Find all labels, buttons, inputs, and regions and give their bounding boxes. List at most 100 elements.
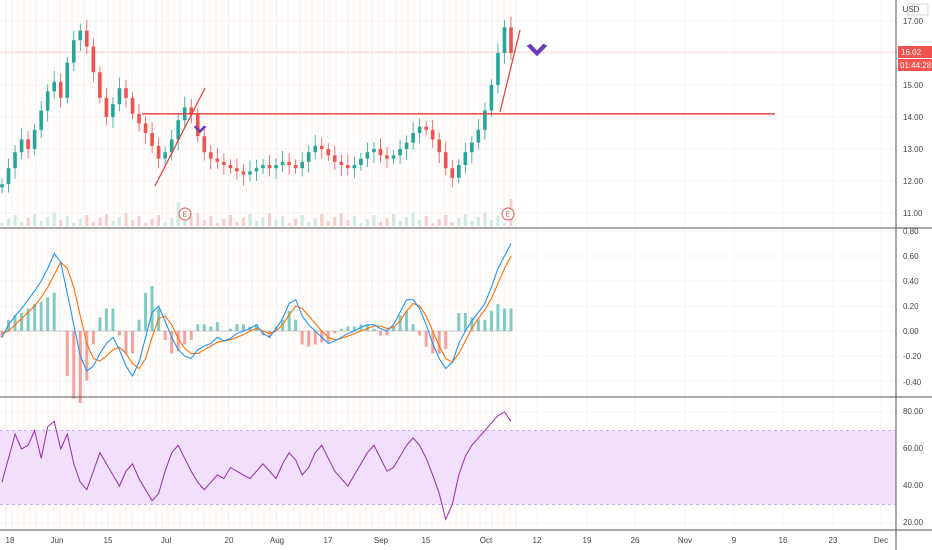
volume-bar [268,213,272,226]
macd-histogram-bar [137,319,141,331]
time-tick: 12 [533,536,542,545]
volume-bar [235,222,239,226]
macd-histogram-bar [372,328,376,331]
volume-bar [320,214,324,226]
candle-body [437,139,442,153]
volume-bar [339,213,343,226]
candle-body [365,152,370,159]
candle-body [176,120,180,140]
rsi-tick: 40.00 [903,481,924,490]
macd-histogram-bar [196,324,200,331]
price-tick: 14.00 [903,113,924,122]
macd-histogram-bar [20,313,24,331]
macd-histogram-bar [444,331,448,349]
rsi-tick: 20.00 [903,518,924,527]
macd-histogram-bar [392,326,396,331]
volume-bar [483,213,487,226]
candle-body [0,184,4,188]
macd-histogram-bar [457,313,461,331]
macd-histogram-bar [13,315,17,331]
candle-body [470,142,474,153]
candle-body [19,139,24,153]
volume-bar [241,218,245,226]
candle-body [496,53,500,85]
price-tick: 17.00 [903,17,924,26]
candle-body [209,152,213,159]
candle-body [65,62,70,98]
macd-axis[interactable]: 0.80 0.60 0.40 0.20 0.00 -0.20 -0.40 [903,227,922,387]
volume-bar [150,219,154,226]
candle-body [417,126,422,133]
volume-bar [431,223,435,226]
earnings-marker-label: E [183,212,188,219]
candle-body [267,165,272,169]
volume-bar [392,214,396,226]
candle-body [78,30,83,41]
volume-bar [405,217,409,226]
time-tick: 23 [829,536,838,545]
volume-bar [333,217,337,226]
macd-panel[interactable] [0,230,896,403]
earnings-marker[interactable]: E [501,207,515,221]
time-tick: 16 [779,536,788,545]
candle-body [430,129,435,140]
volume-bar [104,214,108,226]
trendline-left[interactable] [154,87,206,187]
rsi-panel[interactable] [0,411,896,524]
price-panel[interactable]: E E [0,16,896,226]
time-axis[interactable]: 18 Jun 15 Jul 20 Aug 17 Sep 15 Oct 12 19… [6,536,889,545]
candle-body [117,88,122,105]
candle-body [391,155,396,159]
macd-histogram-bar [346,326,350,331]
macd-grid [0,230,896,382]
volume-bar [261,217,265,226]
signal-line [1,255,512,370]
macd-histogram-bar [294,319,298,331]
macd-histogram-bar [333,331,337,334]
volume-bar [202,220,206,226]
volume-bar [463,214,467,226]
macd-histogram-bar [52,292,56,331]
earnings-marker-circle[interactable] [501,207,515,221]
volume-bar [209,216,213,226]
macd-histogram-bar [483,319,487,331]
macd-histogram-bar [39,301,43,331]
volume-bar [91,222,95,226]
macd-tick: 0.80 [903,227,919,236]
price-axis[interactable]: 17.00 15.00 14.00 13.00 12.00 11.00 [903,17,924,218]
candle-body [502,27,507,53]
volume-bar [398,221,402,226]
candle-body [130,97,135,114]
volume-bar [222,219,226,226]
trendline-right[interactable] [499,29,521,113]
rsi-axis[interactable]: 80.00 60.00 40.00 20.00 [903,407,924,527]
candle-body [378,149,383,156]
candle-body [124,88,128,98]
volume-bar [46,217,50,226]
candle-body [274,165,278,169]
time-tick: 20 [225,536,234,545]
volume-bar [346,220,350,226]
volume-bar [352,216,356,226]
volume-bar [248,214,252,226]
macd-histogram-bar [235,324,239,331]
volume-bar [144,223,148,226]
earnings-marker-circle[interactable] [178,207,192,221]
candle-body [111,104,115,117]
time-tick: Sep [374,536,389,545]
candle-body [456,165,461,178]
macd-histogram-bar [352,326,356,331]
macd-histogram-bar [255,324,258,331]
volume-bar [450,222,454,226]
candle-body [13,152,17,169]
candle-body [463,152,468,165]
candle-body [58,81,63,98]
macd-histogram-bar [117,331,121,336]
volume-bar [489,220,493,226]
candle-body [241,171,246,175]
earnings-marker[interactable]: E [178,207,192,221]
macd-histogram-bar [307,331,311,347]
volume-bar [326,221,330,226]
macd-histogram-bar [378,331,382,336]
